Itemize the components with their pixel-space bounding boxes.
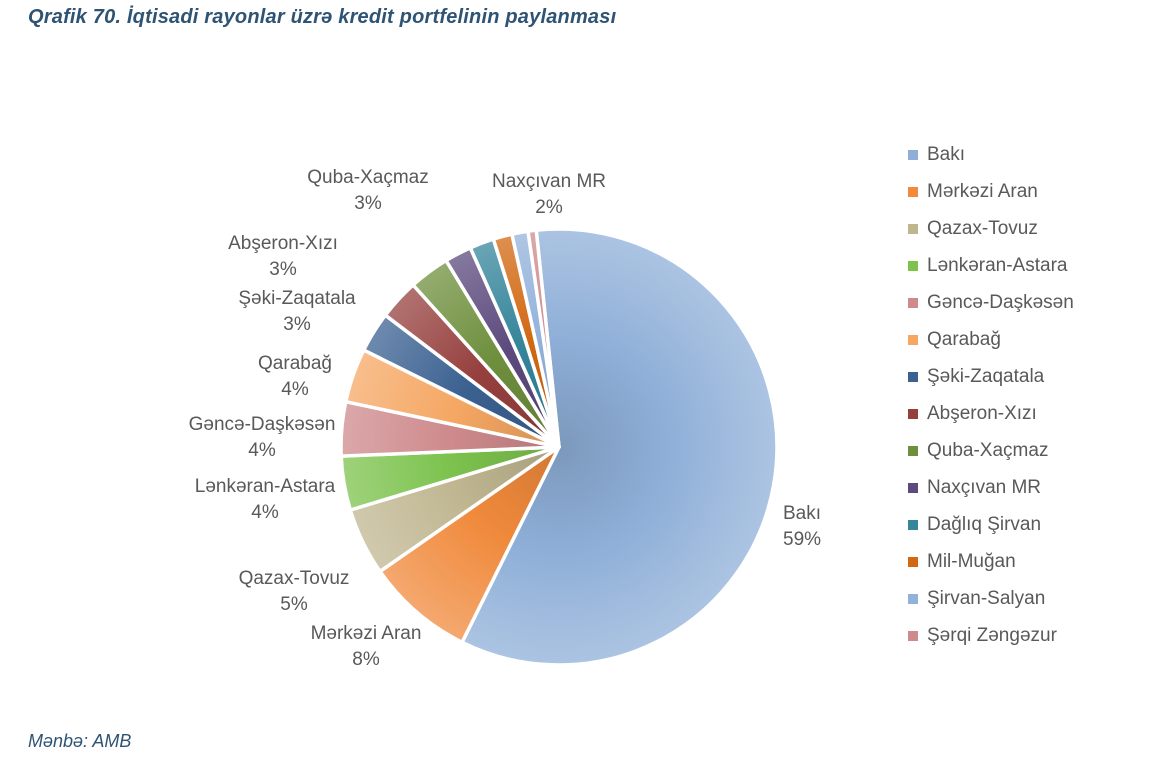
legend-swatch (908, 372, 918, 382)
pie-slice (378, 445, 561, 645)
legend-swatch (908, 631, 918, 641)
source-note: Mənbə: AMB (28, 731, 132, 751)
legend-swatch (908, 483, 918, 493)
slice-callout-percent: 4% (248, 440, 276, 461)
legend-item: Lənkəran-Astara (908, 255, 1074, 277)
legend-swatch (908, 557, 918, 567)
legend-item: Qazax-Tovuz (908, 218, 1074, 240)
slice-callout: Gəncə-Daşkəsən 4% (189, 412, 336, 464)
slice-callout: Quba-Xaçmaz 3% (307, 165, 428, 217)
legend-item: Bakı (908, 144, 1074, 166)
legend-swatch (908, 150, 918, 160)
legend-swatch (908, 335, 918, 345)
legend-item: Abşeron-Xızı (908, 403, 1074, 425)
slice-callout-name: Abşeron-Xızı (228, 233, 338, 254)
legend-item: Quba-Xaçmaz (908, 440, 1074, 462)
legend-label: Abşeron-Xızı (927, 403, 1037, 424)
legend-label: Qarabağ (927, 329, 1001, 350)
legend-swatch (908, 224, 918, 234)
legend-item: Dağlıq Şirvan (908, 514, 1074, 536)
legend-label: Qazax-Tovuz (927, 218, 1038, 239)
legend-swatch (908, 594, 918, 604)
legend-swatch (908, 446, 918, 456)
legend-label: Şərqi Zəngəzur (927, 625, 1057, 646)
chart-legend: Bakı Mərkəzi Aran Qazax-Tovuz Lənkəran-Asta… (908, 144, 1074, 662)
legend-item: Gəncə-Daşkəsən (908, 292, 1074, 314)
legend-item: Şəki-Zaqatala (908, 366, 1074, 388)
legend-label: Şəki-Zaqatala (927, 366, 1045, 387)
legend-swatch (908, 298, 918, 308)
slice-callout-percent: 3% (269, 259, 297, 280)
legend-swatch (908, 409, 918, 419)
slice-callout-percent: 3% (354, 193, 382, 214)
legend-item: Mərkəzi Aran (908, 181, 1074, 203)
legend-label: Bakı (927, 144, 966, 165)
legend-item: Mil-Muğan (908, 551, 1074, 573)
slice-callout-name: Naxçıvan MR (491, 171, 607, 192)
slice-callout-name: Quba-Xaçmaz (307, 167, 429, 188)
legend-swatch (908, 187, 918, 197)
slice-callout: Abşeron-Xızı 3% (228, 231, 338, 283)
legend-item: Qarabağ (908, 329, 1074, 351)
slice-callout-percent: 4% (251, 502, 279, 523)
slice-callout-name: Gəncə-Daşkəsən (188, 414, 336, 435)
legend-swatch (908, 520, 918, 530)
legend-label: Quba-Xaçmaz (927, 440, 1049, 461)
chart-title: Qrafik 70. İqtisadi rayonlar üzrə kredit… (28, 6, 617, 28)
legend-swatch (908, 261, 918, 271)
legend-item: Şərqi Zəngəzur (908, 625, 1074, 647)
legend-item: Şirvan-Salyan (908, 588, 1074, 610)
legend-label: Mil-Muğan (927, 551, 1016, 572)
pie-chart (339, 227, 779, 667)
legend-label: Mərkəzi Aran (927, 181, 1038, 202)
slice-callout-name: Qarabağ (258, 353, 332, 374)
legend-item: Naxçıvan MR (908, 477, 1074, 499)
slice-callout-percent: 4% (281, 379, 309, 400)
pie-slice (526, 228, 561, 449)
legend-label: Şirvan-Salyan (927, 588, 1046, 609)
legend-label: Gəncə-Daşkəsən (927, 292, 1074, 313)
legend-label: Dağlıq Şirvan (927, 514, 1042, 535)
legend-label: Naxçıvan MR (927, 477, 1042, 498)
pie-slice (460, 227, 779, 667)
slice-callout: Naxçıvan MR 2% (492, 169, 606, 221)
legend-label: Lənkəran-Astara (927, 255, 1068, 276)
slice-callout-name: Lənkəran-Astara (194, 476, 336, 497)
slice-callout: Lənkəran-Astara 4% (195, 474, 335, 526)
slice-callout: Qarabağ 4% (258, 351, 332, 403)
